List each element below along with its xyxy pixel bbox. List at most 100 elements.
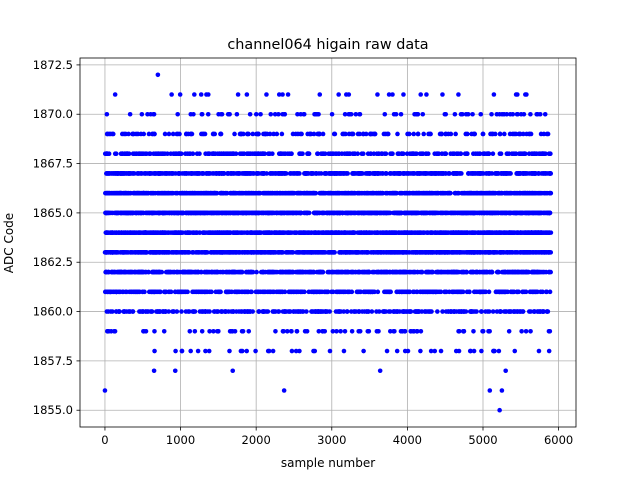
data-point xyxy=(196,289,202,295)
data-point xyxy=(402,329,407,334)
data-point xyxy=(413,309,419,314)
data-point xyxy=(384,269,390,275)
data-point xyxy=(130,309,136,314)
data-point xyxy=(116,309,122,314)
data-point xyxy=(308,230,314,235)
data-point xyxy=(501,210,507,216)
data-point xyxy=(531,269,537,275)
data-point xyxy=(375,230,380,235)
data-point xyxy=(329,289,334,295)
data-point xyxy=(396,250,402,255)
data-point xyxy=(202,269,207,275)
data-point xyxy=(478,289,484,295)
data-point xyxy=(366,269,372,275)
data-point xyxy=(147,230,153,235)
data-point xyxy=(342,329,348,334)
data-point xyxy=(391,329,396,334)
data-point xyxy=(312,190,317,196)
data-point xyxy=(179,348,185,354)
data-point xyxy=(212,269,218,275)
data-point xyxy=(304,309,309,314)
data-point xyxy=(351,309,357,314)
data-point xyxy=(136,230,142,235)
data-point xyxy=(256,309,262,314)
data-point xyxy=(227,250,233,255)
data-point xyxy=(435,269,440,275)
data-point xyxy=(438,348,444,354)
data-point xyxy=(330,269,336,275)
data-point xyxy=(187,329,193,334)
data-point xyxy=(514,230,519,235)
data-point xyxy=(511,309,517,314)
data-point xyxy=(527,190,532,196)
data-point xyxy=(427,190,433,196)
data-point xyxy=(179,289,184,295)
data-point xyxy=(393,230,399,235)
data-point xyxy=(547,289,553,295)
data-point xyxy=(128,210,134,216)
data-point xyxy=(219,309,224,314)
data-point xyxy=(209,289,214,295)
data-point xyxy=(270,269,275,275)
data-point xyxy=(425,230,431,235)
data-point xyxy=(486,329,491,334)
data-point xyxy=(335,309,340,314)
data-point xyxy=(451,250,457,255)
data-point xyxy=(523,329,529,334)
data-point xyxy=(454,230,459,235)
data-point xyxy=(194,250,199,255)
data-point xyxy=(467,348,473,354)
data-point xyxy=(313,230,319,235)
data-point xyxy=(186,309,192,314)
data-point xyxy=(143,269,148,275)
data-point xyxy=(343,250,348,255)
data-point xyxy=(108,289,113,295)
data-point xyxy=(293,210,299,216)
data-point xyxy=(190,250,195,255)
data-point xyxy=(426,269,432,275)
data-point xyxy=(192,329,198,334)
data-point xyxy=(449,289,455,295)
data-point xyxy=(419,210,424,216)
data-point xyxy=(484,210,490,216)
data-point xyxy=(223,269,229,275)
data-point xyxy=(336,230,342,235)
data-point xyxy=(119,269,125,275)
data-point xyxy=(471,250,477,255)
data-point xyxy=(499,250,504,255)
data-point xyxy=(248,250,254,255)
data-point xyxy=(302,230,308,235)
data-point xyxy=(510,230,516,235)
data-point xyxy=(213,230,219,235)
data-point xyxy=(482,230,488,235)
data-point xyxy=(547,329,553,334)
data-point xyxy=(179,309,184,314)
data-point xyxy=(464,210,469,216)
data-point xyxy=(238,210,243,216)
data-point xyxy=(334,329,339,334)
data-point xyxy=(140,289,145,295)
data-point xyxy=(249,230,254,235)
data-point xyxy=(514,250,520,255)
data-point xyxy=(136,250,141,255)
data-point xyxy=(210,190,216,196)
data-point xyxy=(290,250,295,255)
data-point xyxy=(492,348,497,354)
data-point xyxy=(178,210,184,216)
data-point xyxy=(397,210,402,216)
data-point xyxy=(195,269,201,275)
data-point xyxy=(311,269,317,275)
data-point xyxy=(110,309,115,314)
data-point xyxy=(193,190,198,196)
data-point xyxy=(207,329,212,334)
data-point xyxy=(222,309,228,314)
data-point xyxy=(537,269,543,275)
data-point xyxy=(416,190,421,196)
data-point xyxy=(217,250,223,255)
data-point xyxy=(148,210,154,216)
data-point xyxy=(499,269,505,275)
data-point xyxy=(439,250,444,255)
data-point xyxy=(512,210,518,216)
